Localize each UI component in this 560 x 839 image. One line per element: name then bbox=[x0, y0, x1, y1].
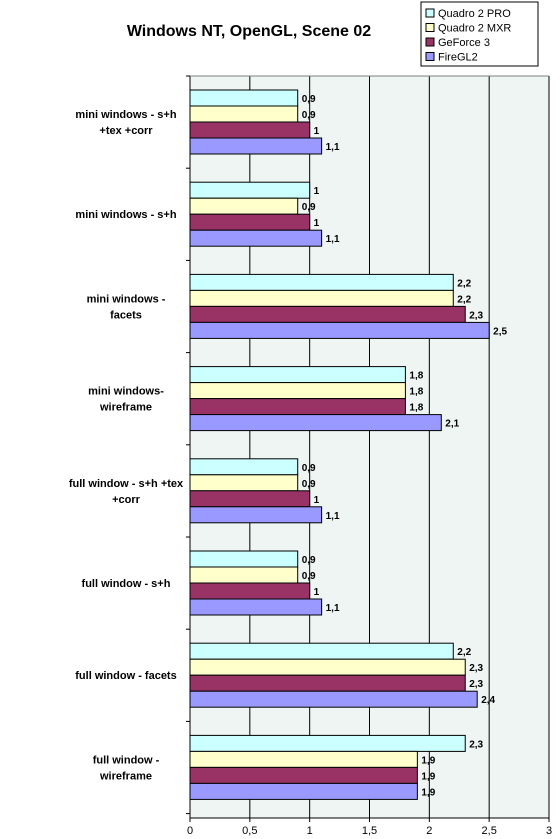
category-label: mini windows-wireframe bbox=[88, 386, 164, 414]
bar bbox=[189, 550, 299, 568]
data-label: 1,9 bbox=[421, 771, 435, 782]
data-label: 1,1 bbox=[326, 603, 340, 614]
legend-swatch bbox=[425, 52, 435, 61]
data-label: 2,2 bbox=[457, 294, 471, 305]
bar bbox=[189, 213, 311, 231]
plot-area: 0 0,5 1 1,5 2 2,5 3 0,9 0,9 1 1,1 mini windows - s+… bbox=[69, 75, 552, 837]
data-label: 2,1 bbox=[445, 419, 459, 430]
data-label: 1,8 bbox=[409, 371, 423, 382]
x-tick-label: 3 bbox=[546, 825, 552, 837]
bar bbox=[189, 506, 323, 524]
data-label: 1,1 bbox=[326, 142, 340, 153]
data-label: 0,9 bbox=[302, 202, 316, 213]
category-label: mini windows - s+h bbox=[75, 209, 176, 221]
data-label: 0,9 bbox=[302, 110, 316, 121]
bar bbox=[189, 289, 454, 307]
bar bbox=[189, 273, 454, 291]
bar bbox=[189, 398, 406, 416]
chart-title: Windows NT, OpenGL, Scene 02 bbox=[127, 23, 371, 40]
bar bbox=[189, 642, 454, 660]
data-label: 1,8 bbox=[409, 387, 423, 398]
data-label: 2,3 bbox=[469, 739, 483, 750]
bar bbox=[189, 197, 299, 215]
data-label: 0,9 bbox=[302, 463, 316, 474]
bar bbox=[189, 366, 406, 384]
data-label: 0,9 bbox=[302, 555, 316, 566]
data-label: 2,5 bbox=[493, 326, 507, 337]
bar bbox=[189, 121, 311, 139]
bar bbox=[189, 229, 323, 247]
legend-swatch bbox=[425, 37, 435, 47]
x-tick-label: 0 bbox=[187, 825, 193, 837]
data-label: 1 bbox=[314, 495, 320, 506]
x-tick-label: 1,5 bbox=[362, 825, 377, 837]
data-label: 2,2 bbox=[457, 278, 471, 289]
category-label: full window - s+h +tex +corr bbox=[69, 478, 184, 506]
data-label: 1 bbox=[314, 587, 320, 598]
bar bbox=[189, 414, 442, 432]
data-label: 0,9 bbox=[302, 94, 316, 105]
legend-item: Quadro 2 MXR bbox=[438, 23, 511, 35]
bar bbox=[189, 690, 478, 708]
bar bbox=[189, 458, 299, 476]
bar bbox=[189, 734, 466, 752]
bar bbox=[189, 181, 311, 199]
data-label: 1,9 bbox=[421, 787, 435, 798]
x-tick-label: 0,5 bbox=[242, 825, 257, 837]
legend-swatch bbox=[425, 23, 435, 32]
data-label: 1,9 bbox=[421, 755, 435, 766]
data-label: 1 bbox=[314, 186, 320, 197]
bar bbox=[189, 582, 311, 600]
bar bbox=[189, 766, 418, 784]
data-label: 1,8 bbox=[409, 403, 423, 414]
data-label: 2,3 bbox=[469, 679, 483, 690]
bar bbox=[189, 658, 466, 676]
bar bbox=[189, 598, 323, 616]
bar bbox=[189, 750, 418, 768]
data-label: 0,9 bbox=[302, 479, 316, 490]
legend-item: Quadro 2 PRO bbox=[438, 8, 511, 20]
category-label: mini windows - s+h +tex +corr bbox=[75, 109, 176, 137]
bar bbox=[189, 674, 466, 692]
legend-box bbox=[420, 1, 539, 67]
data-label: 2,3 bbox=[469, 663, 483, 674]
bar bbox=[189, 305, 466, 323]
bar bbox=[189, 490, 311, 508]
legend-item: GeForce 3 bbox=[438, 37, 490, 49]
bar bbox=[189, 137, 323, 155]
data-label: 2,3 bbox=[469, 310, 483, 321]
data-label: 2,2 bbox=[457, 647, 471, 658]
data-label: 0,9 bbox=[302, 571, 316, 582]
bar bbox=[189, 474, 299, 492]
x-tick-label: 2 bbox=[426, 825, 432, 837]
bar bbox=[189, 89, 299, 107]
legend-swatch bbox=[425, 8, 435, 18]
category-label: full window - s+h bbox=[82, 578, 171, 590]
bar bbox=[189, 321, 490, 339]
x-tick-label: 2,5 bbox=[482, 825, 497, 837]
bar bbox=[189, 105, 299, 123]
category-label: full window - facets bbox=[75, 670, 176, 682]
bar bbox=[189, 782, 418, 800]
x-tick-label: 1 bbox=[307, 825, 313, 837]
data-label: 1,1 bbox=[326, 511, 340, 522]
data-label: 1,1 bbox=[326, 234, 340, 245]
data-label: 1 bbox=[314, 218, 320, 229]
bar bbox=[189, 566, 299, 584]
legend: Quadro 2 PRO Quadro 2 MXR GeForce 3 FireGL2 bbox=[420, 1, 539, 67]
category-label: full window -wireframe bbox=[93, 754, 160, 782]
data-label: 2,4 bbox=[481, 695, 495, 706]
bar bbox=[189, 382, 406, 400]
legend-item: FireGL2 bbox=[438, 52, 478, 64]
category-label: mini windows -facets bbox=[87, 293, 166, 321]
data-label: 1 bbox=[314, 126, 320, 137]
